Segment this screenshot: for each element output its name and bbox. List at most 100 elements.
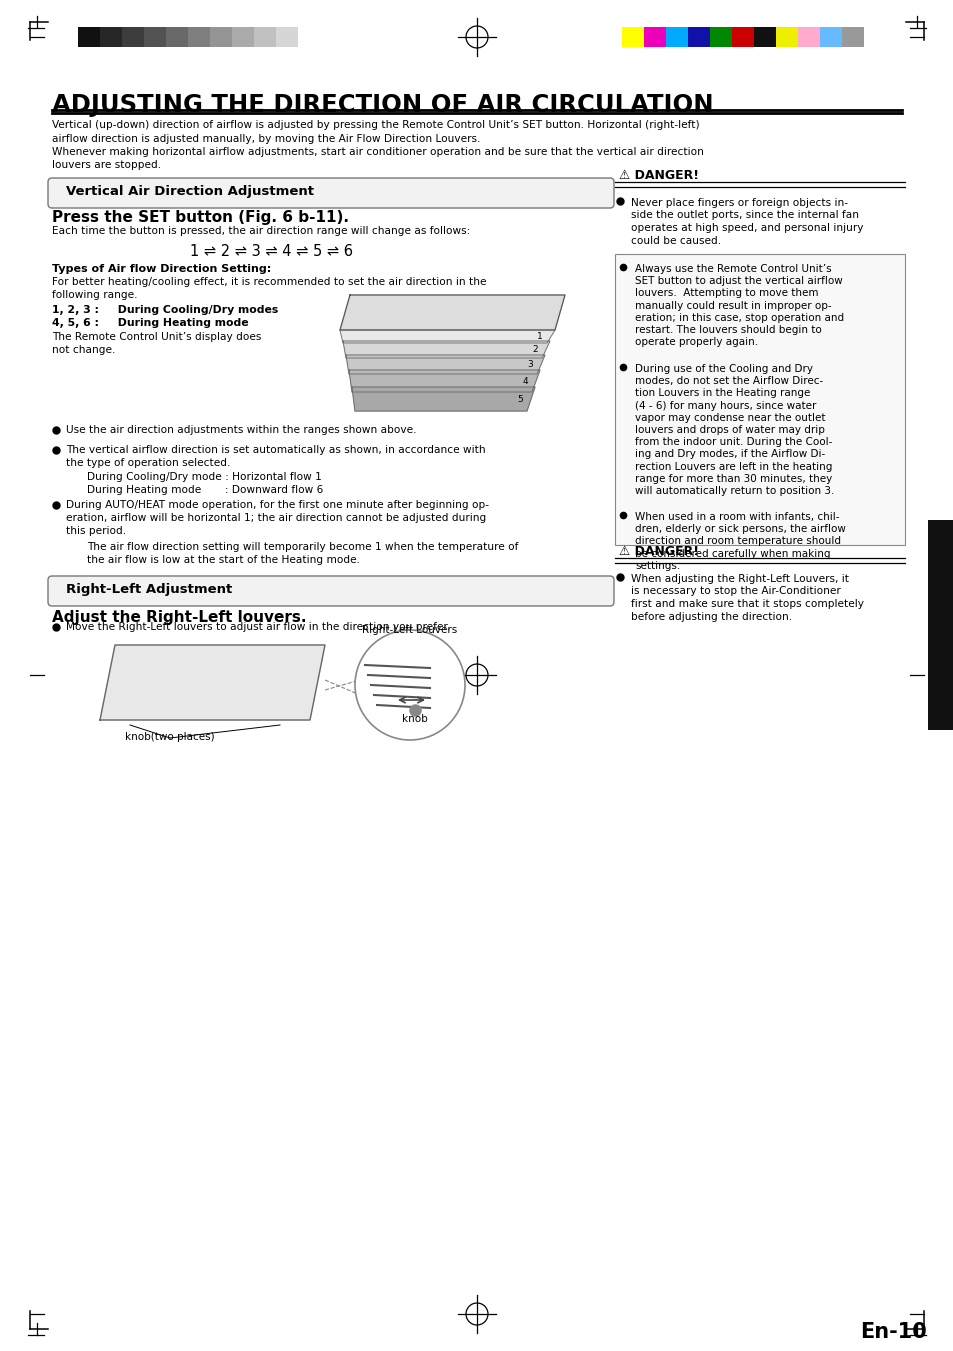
Bar [253,27,275,47]
Bar [275,27,297,47]
Text: will automatically return to position 3.: will automatically return to position 3. [635,486,834,496]
Text: tion Louvers in the Heating range: tion Louvers in the Heating range [635,388,809,399]
Text: louvers are stopped.: louvers are stopped. [52,161,161,170]
Text: ing and Dry modes, if the Airflow Di-: ing and Dry modes, if the Airflow Di- [635,450,824,459]
Text: before adjusting the direction.: before adjusting the direction. [630,612,791,621]
Text: During Cooling/Dry mode : Horizontal flow 1: During Cooling/Dry mode : Horizontal flo… [87,471,321,482]
Text: louvers and drops of water may drip: louvers and drops of water may drip [635,426,824,435]
Text: 1, 2, 3 :     During Cooling/Dry modes: 1, 2, 3 : During Cooling/Dry modes [52,305,278,315]
Text: Adjust the Right-Left louvers.: Adjust the Right-Left louvers. [52,611,306,626]
Polygon shape [339,330,555,343]
Bar [210,27,232,47]
Bar [122,27,144,47]
Text: Right-Left Louvers: Right-Left Louvers [362,626,457,635]
Text: restart. The louvers should begin to: restart. The louvers should begin to [635,326,821,335]
Bar [775,27,797,47]
Bar [144,27,166,47]
Text: 1: 1 [537,332,542,340]
Text: The air flow direction setting will temporarily become 1 when the temperature of: The air flow direction setting will temp… [87,542,517,553]
Bar [166,27,188,47]
Text: 4: 4 [521,377,527,385]
Text: range for more than 30 minutes, they: range for more than 30 minutes, they [635,474,831,484]
Text: knob(two places): knob(two places) [125,732,214,742]
Bar [820,27,841,47]
Bar [78,27,100,47]
Text: rection Louvers are left in the heating: rection Louvers are left in the heating [635,462,832,471]
Text: knob: knob [402,713,428,724]
Bar [927,520,953,730]
Text: first and make sure that it stops completely: first and make sure that it stops comple… [630,598,863,609]
Text: ⚠ DANGER!: ⚠ DANGER! [618,169,699,182]
Text: Each time the button is pressed, the air direction range will change as follows:: Each time the button is pressed, the air… [52,226,470,236]
Bar [100,27,122,47]
Text: En-10: En-10 [859,1323,925,1342]
Text: Types of Air flow Direction Setting:: Types of Air flow Direction Setting: [52,263,271,274]
Text: airflow direction is adjusted manually, by moving the Air Flow Direction Louvers: airflow direction is adjusted manually, … [52,134,480,143]
Text: is necessary to stop the Air-Conditioner: is necessary to stop the Air-Conditioner [630,586,840,597]
Bar [753,27,775,47]
Bar [615,254,904,544]
Text: operate properly again.: operate properly again. [635,338,758,347]
Text: louvers.  Attempting to move them: louvers. Attempting to move them [635,288,818,299]
Text: The Remote Control Unit’s display does: The Remote Control Unit’s display does [52,332,261,342]
Text: For better heating/cooling effect, it is recommended to set the air direction in: For better heating/cooling effect, it is… [52,277,486,286]
Bar [232,27,253,47]
Text: SET button to adjust the vertical airflow: SET button to adjust the vertical airflo… [635,276,841,286]
Bar [188,27,210,47]
Text: side the outlet ports, since the internal fan: side the outlet ports, since the interna… [630,211,858,220]
Text: direction and room temperature should: direction and room temperature should [635,536,841,546]
Bar [797,27,820,47]
Text: this period.: this period. [66,526,126,536]
Bar [687,27,709,47]
Text: be considered carefully when making: be considered carefully when making [635,549,830,558]
Polygon shape [349,370,539,392]
Text: (4 - 6) for many hours, since water: (4 - 6) for many hours, since water [635,401,816,411]
Text: could be caused.: could be caused. [630,235,720,246]
Polygon shape [352,386,535,411]
Bar [105,707,310,712]
Text: eration; in this case, stop operation and: eration; in this case, stop operation an… [635,313,843,323]
Bar [643,27,665,47]
Text: dren, elderly or sick persons, the airflow: dren, elderly or sick persons, the airfl… [635,524,845,534]
Text: not change.: not change. [52,345,115,355]
Text: During use of the Cooling and Dry: During use of the Cooling and Dry [635,363,812,374]
Bar [665,27,687,47]
Text: Vertical Air Direction Adjustment: Vertical Air Direction Adjustment [66,185,314,199]
Text: 5: 5 [517,394,522,404]
Text: operates at high speed, and personal injury: operates at high speed, and personal inj… [630,223,862,232]
Text: During AUTO/HEAT mode operation, for the first one minute after beginning op-: During AUTO/HEAT mode operation, for the… [66,500,489,509]
Text: Right-Left Adjustment: Right-Left Adjustment [66,584,232,596]
Text: Use the air direction adjustments within the ranges shown above.: Use the air direction adjustments within… [66,426,416,435]
Text: following range.: following range. [52,290,137,300]
Text: During Heating mode       : Downward flow 6: During Heating mode : Downward flow 6 [87,485,323,494]
Text: 2: 2 [532,345,537,354]
Polygon shape [346,355,544,374]
Text: Never place fingers or foreign objects in-: Never place fingers or foreign objects i… [630,199,847,208]
Text: Move the Right-Left louvers to adjust air flow in the direction you prefer.: Move the Right-Left louvers to adjust ai… [66,621,450,632]
Text: settings.: settings. [635,561,679,571]
Text: eration, airflow will be horizontal 1; the air direction cannot be adjusted duri: eration, airflow will be horizontal 1; t… [66,513,486,523]
Bar [709,27,731,47]
Text: 1 ⇌ 2 ⇌ 3 ⇌ 4 ⇌ 5 ⇌ 6: 1 ⇌ 2 ⇌ 3 ⇌ 4 ⇌ 5 ⇌ 6 [190,245,353,259]
Circle shape [355,630,464,740]
Text: The vertical airflow direction is set automatically as shown, in accordance with: The vertical airflow direction is set au… [66,444,485,455]
Polygon shape [343,340,550,358]
Text: When adjusting the Right-Left Louvers, it: When adjusting the Right-Left Louvers, i… [630,574,848,584]
Text: from the indoor unit. During the Cool-: from the indoor unit. During the Cool- [635,438,832,447]
Text: 4, 5, 6 :     During Heating mode: 4, 5, 6 : During Heating mode [52,317,249,328]
Text: Vertical (up-down) direction of airflow is adjusted by pressing the Remote Contr: Vertical (up-down) direction of airflow … [52,120,699,130]
Text: 3: 3 [527,359,533,369]
Text: the air flow is low at the start of the Heating mode.: the air flow is low at the start of the … [87,555,359,565]
Text: vapor may condense near the outlet: vapor may condense near the outlet [635,413,824,423]
Text: Press the SET button (Fig. 6 b-11).: Press the SET button (Fig. 6 b-11). [52,209,349,226]
Polygon shape [339,295,564,330]
Text: the type of operation selected.: the type of operation selected. [66,458,230,467]
Text: When used in a room with infants, chil-: When used in a room with infants, chil- [635,512,839,521]
Bar [841,27,863,47]
Polygon shape [100,644,325,720]
Bar [731,27,753,47]
Text: manually could result in improper op-: manually could result in improper op- [635,301,831,311]
Text: ADJUSTING THE DIRECTION OF AIR CIRCULATION: ADJUSTING THE DIRECTION OF AIR CIRCULATI… [52,93,713,118]
Text: Whenever making horizontal airflow adjustments, start air conditioner operation : Whenever making horizontal airflow adjus… [52,147,703,157]
Text: modes, do not set the Airflow Direc-: modes, do not set the Airflow Direc- [635,376,822,386]
